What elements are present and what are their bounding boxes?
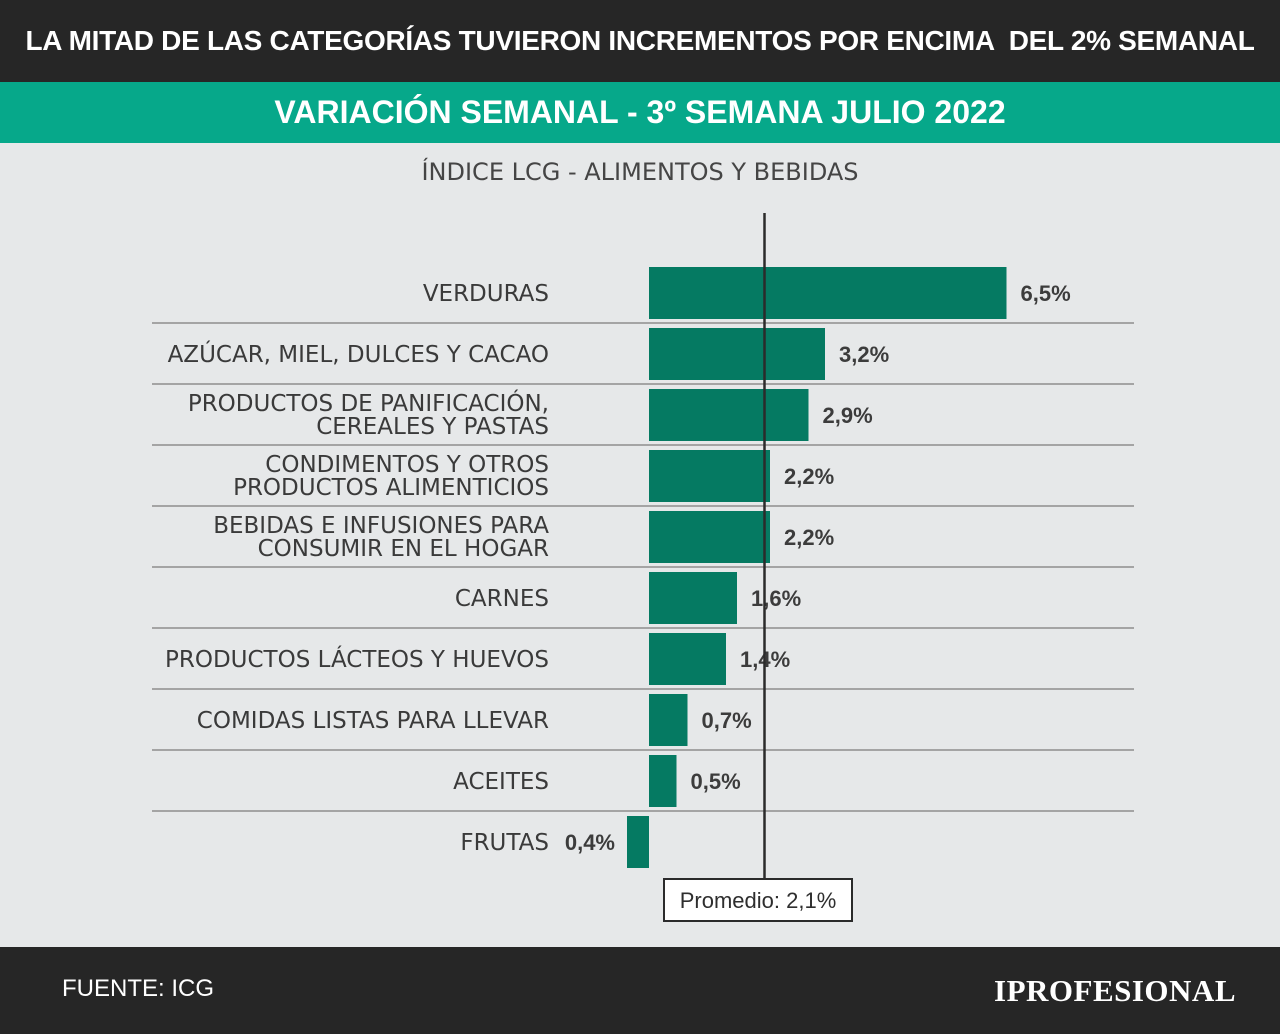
category-label: ACEITES [453,769,549,795]
average-box [663,878,853,922]
value-label: 3,2% [839,342,889,367]
headline: LA MITAD DE LAS CATEGORÍAS TUVIERON INCR… [25,25,1255,56]
value-label: 2,2% [784,525,834,550]
value-label: 0,4% [565,830,615,855]
category-label: CARNES [455,586,549,612]
average-label: Promedio: 2,1% [680,888,837,913]
bar-2 [649,328,825,380]
category-label: BEBIDAS E INFUSIONES PARA [213,513,549,539]
bar-10 [627,816,649,868]
bar-7 [649,633,726,685]
category-label: CEREALES Y PASTAS [316,414,549,440]
category-label: PRODUCTOS ALIMENTICIOS [233,475,549,501]
value-label: 2,2% [784,464,834,489]
category-label: COMIDAS LISTAS PARA LLEVAR [197,708,549,734]
value-label: 1,6% [751,586,801,611]
footer-banner: FUENTE: ICG IPROFESIONAL [0,947,1280,1034]
category-label: AZÚCAR, MIEL, DULCES Y CACAO [168,340,549,368]
source-note: FUENTE: ICG [62,975,215,1002]
category-label: PRODUCTOS DE PANIFICACIÓN, [188,389,549,417]
bar-1 [649,267,1007,319]
headline-banner: LA MITAD DE LAS CATEGORÍAS TUVIERON INCR… [0,0,1280,82]
subtitle: VARIACIÓN SEMANAL - 3º SEMANA JULIO 2022 [274,94,1006,130]
chart-title: ÍNDICE LCG - ALIMENTOS Y BEBIDAS [421,158,859,186]
subtitle-banner: VARIACIÓN SEMANAL - 3º SEMANA JULIO 2022 [0,82,1280,143]
category-label: PRODUCTOS LÁCTEOS Y HUEVOS [165,645,549,673]
value-label: 0,7% [702,708,752,733]
category-label: CONDIMENTOS Y OTROS [265,452,549,478]
bar-8 [649,694,688,746]
publisher-logo: IPROFESIONAL [994,973,1236,1008]
value-label: 6,5% [1021,281,1071,306]
category-label: FRUTAS [460,830,549,856]
bar-5 [649,511,770,563]
category-label: CONSUMIR EN EL HOGAR [258,536,549,562]
bar-3 [649,389,809,441]
bar-chart: VERDURAS 6,5% AZÚCAR, MIEL, DULCES Y CACAO… [152,213,1134,922]
bar-9 [649,755,677,807]
value-label: 0,5% [691,769,741,794]
bar-6 [649,572,737,624]
category-label: VERDURAS [423,281,549,307]
bar-4 [649,450,770,502]
value-label: 2,9% [823,403,873,428]
